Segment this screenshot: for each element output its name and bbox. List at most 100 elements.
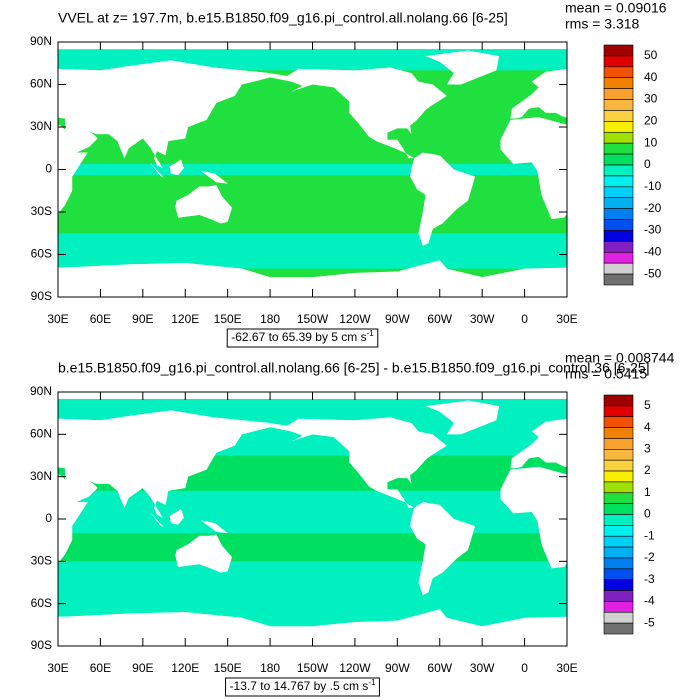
lat-tick-label: 90N	[30, 384, 52, 398]
land	[684, 185, 700, 223]
lat-tick-label: 60S	[31, 596, 52, 610]
lon-tick-label: 150W	[297, 312, 329, 326]
land	[58, 612, 271, 646]
colorbar-box	[603, 590, 634, 602]
colorbar-box	[603, 601, 634, 613]
colorbar-box	[603, 230, 634, 242]
lat-tick-label: 60N	[30, 427, 52, 441]
land	[58, 474, 88, 564]
colorbar-box	[603, 449, 634, 461]
lon-tick-label: 30E	[556, 312, 577, 326]
colorbar-box	[603, 481, 634, 494]
lat-tick-label: 30N	[30, 119, 52, 133]
land	[270, 609, 567, 646]
land	[659, 512, 673, 528]
lon-tick-label: 120W	[339, 312, 371, 326]
colorbar-label: 4	[644, 420, 651, 434]
lon-tick-label: 180	[260, 312, 280, 326]
land	[270, 67, 447, 159]
lat-tick-label: 30S	[31, 554, 52, 568]
lon-tick-label: 150W	[297, 661, 329, 675]
colorbar-box	[603, 219, 634, 231]
lat-tick-label: 30N	[30, 469, 52, 483]
colorbar-label: 40	[644, 70, 658, 84]
land	[58, 42, 271, 50]
mean-label: mean = 0.008744	[565, 350, 675, 366]
colorbar-box	[603, 262, 634, 275]
map-field	[58, 392, 673, 646]
lon-tick-label: 90W	[385, 312, 410, 326]
lon-tick-label: 60E	[90, 661, 111, 675]
colorbar-box	[603, 622, 634, 635]
colorbar-box	[603, 568, 634, 580]
info-superscript: -1	[368, 678, 376, 687]
land	[500, 466, 567, 569]
colorbar-box	[603, 153, 634, 166]
colorbar-label: -30	[644, 223, 662, 237]
map-panel: VVEL at z= 197.7m, b.e15.B1850.f09_g16.p…	[30, 0, 700, 348]
land	[270, 417, 447, 508]
lat-tick-label: 60S	[31, 247, 52, 261]
land	[149, 162, 165, 178]
info-label: -13.7 to 14.767 by .5 cm s-1	[230, 678, 376, 693]
land	[169, 159, 184, 176]
ocean-band	[58, 163, 567, 176]
colorbar-box	[603, 546, 634, 559]
colorbar-box	[603, 241, 634, 253]
land	[425, 400, 500, 435]
lat-tick-label: 60N	[30, 77, 52, 91]
info-superscript: -1	[367, 329, 375, 338]
colorbar-box	[603, 121, 634, 133]
lat-tick-label: 90S	[31, 289, 52, 303]
lon-tick-label: 150E	[214, 312, 242, 326]
lon-tick-label: 90W	[385, 661, 410, 675]
colorbar-box	[603, 88, 634, 100]
map-field	[58, 42, 700, 297]
land	[679, 160, 693, 176]
colorbar-box	[603, 110, 634, 122]
colorbar-box	[603, 44, 634, 57]
lat-tick-label: 90S	[31, 638, 52, 652]
land	[58, 124, 88, 215]
colorbar-box	[603, 611, 634, 624]
land	[425, 50, 500, 85]
colorbar-box	[603, 492, 634, 504]
lon-tick-label: 30E	[556, 661, 577, 675]
colorbar-label: -4	[644, 594, 655, 608]
colorbar-box	[603, 273, 634, 286]
lon-tick-label: 60E	[90, 312, 111, 326]
lat-tick-label: 0	[45, 511, 52, 525]
colorbar-label: -40	[644, 244, 662, 258]
info-label: -62.67 to 65.39 by 5 cm s-1	[231, 329, 374, 344]
mean-label: mean = 0.09016	[565, 0, 667, 16]
lon-tick-label: 60W	[427, 312, 452, 326]
colorbar-box	[603, 579, 634, 591]
colorbar-box	[603, 197, 634, 209]
colorbar-label: -3	[644, 572, 655, 586]
land	[149, 511, 165, 528]
land	[510, 68, 567, 119]
colorbar-box	[603, 438, 634, 450]
colorbar-label: 0	[644, 507, 651, 521]
land	[500, 117, 567, 220]
colorbar-box	[603, 470, 634, 483]
ocean-band	[58, 533, 567, 562]
colorbar-box	[603, 164, 634, 177]
colorbar-label: -2	[644, 550, 655, 564]
colorbar-label: 20	[644, 114, 658, 128]
panel-title: b.e15.B1850.f09_g16.pi_control.all.nolan…	[58, 360, 650, 376]
rms-label: rms = 3.318	[565, 16, 640, 32]
lon-tick-label: 180	[260, 661, 280, 675]
ocean-band	[58, 233, 567, 269]
land	[200, 520, 228, 534]
lat-tick-label: 90N	[30, 34, 52, 48]
land	[410, 152, 476, 246]
land	[58, 392, 271, 400]
colorbar-label: -1	[644, 528, 655, 542]
land	[58, 410, 271, 518]
lat-tick-label: 0	[45, 162, 52, 176]
colorbar-box	[603, 416, 634, 428]
info-text: -13.7 to 14.767 by .5 cm s	[230, 679, 369, 693]
info-box	[225, 677, 380, 697]
